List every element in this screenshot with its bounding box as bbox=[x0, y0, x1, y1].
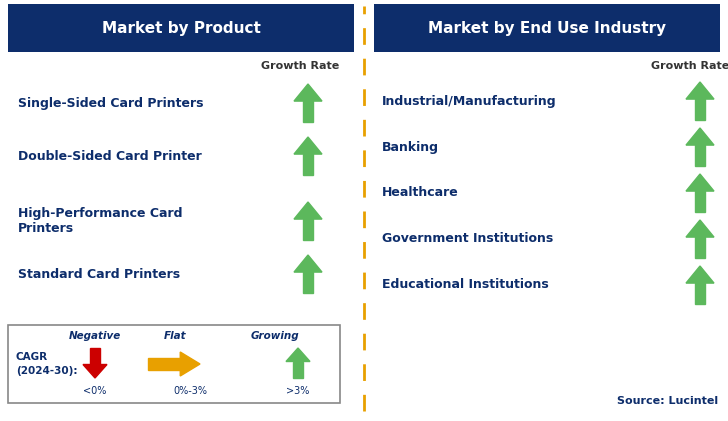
FancyBboxPatch shape bbox=[374, 4, 720, 52]
Text: Industrial/Manufacturing: Industrial/Manufacturing bbox=[382, 94, 557, 107]
Text: Double-Sided Card Printer: Double-Sided Card Printer bbox=[18, 149, 202, 163]
Text: Healthcare: Healthcare bbox=[382, 187, 459, 200]
Polygon shape bbox=[303, 272, 313, 293]
Polygon shape bbox=[303, 101, 313, 122]
Polygon shape bbox=[686, 82, 714, 99]
Polygon shape bbox=[90, 348, 100, 365]
FancyBboxPatch shape bbox=[8, 4, 354, 52]
Text: Single-Sided Card Printers: Single-Sided Card Printers bbox=[18, 96, 204, 109]
Text: 0%-3%: 0%-3% bbox=[173, 386, 207, 396]
Polygon shape bbox=[695, 145, 705, 166]
Polygon shape bbox=[695, 283, 705, 304]
Polygon shape bbox=[181, 352, 200, 376]
Text: Market by End Use Industry: Market by End Use Industry bbox=[428, 21, 666, 35]
Text: Banking: Banking bbox=[382, 141, 439, 154]
Text: Growth Rate: Growth Rate bbox=[651, 61, 728, 71]
Polygon shape bbox=[303, 154, 313, 175]
Polygon shape bbox=[286, 348, 310, 362]
Polygon shape bbox=[294, 84, 322, 101]
Text: Flat: Flat bbox=[164, 331, 186, 341]
Text: Source: Lucintel: Source: Lucintel bbox=[617, 396, 718, 406]
Text: Negative: Negative bbox=[69, 331, 121, 341]
Text: High-Performance Card
Printers: High-Performance Card Printers bbox=[18, 207, 183, 235]
Polygon shape bbox=[686, 174, 714, 191]
Text: Standard Card Printers: Standard Card Printers bbox=[18, 267, 180, 280]
Polygon shape bbox=[148, 358, 181, 370]
Polygon shape bbox=[294, 137, 322, 154]
Polygon shape bbox=[303, 219, 313, 240]
Text: Growing: Growing bbox=[250, 331, 299, 341]
Text: <0%: <0% bbox=[83, 386, 107, 396]
Polygon shape bbox=[686, 266, 714, 283]
Text: >3%: >3% bbox=[286, 386, 309, 396]
FancyBboxPatch shape bbox=[8, 325, 340, 403]
Polygon shape bbox=[294, 202, 322, 219]
Text: CAGR
(2024-30):: CAGR (2024-30): bbox=[16, 352, 77, 376]
Polygon shape bbox=[83, 365, 107, 378]
Text: Educational Institutions: Educational Institutions bbox=[382, 279, 549, 291]
Text: Market by Product: Market by Product bbox=[102, 21, 261, 35]
Text: Growth Rate: Growth Rate bbox=[261, 61, 339, 71]
Polygon shape bbox=[293, 362, 303, 378]
Polygon shape bbox=[686, 128, 714, 145]
Polygon shape bbox=[695, 191, 705, 212]
Text: Government Institutions: Government Institutions bbox=[382, 232, 553, 245]
Polygon shape bbox=[695, 237, 705, 258]
Polygon shape bbox=[695, 99, 705, 120]
Polygon shape bbox=[686, 220, 714, 237]
Polygon shape bbox=[294, 255, 322, 272]
